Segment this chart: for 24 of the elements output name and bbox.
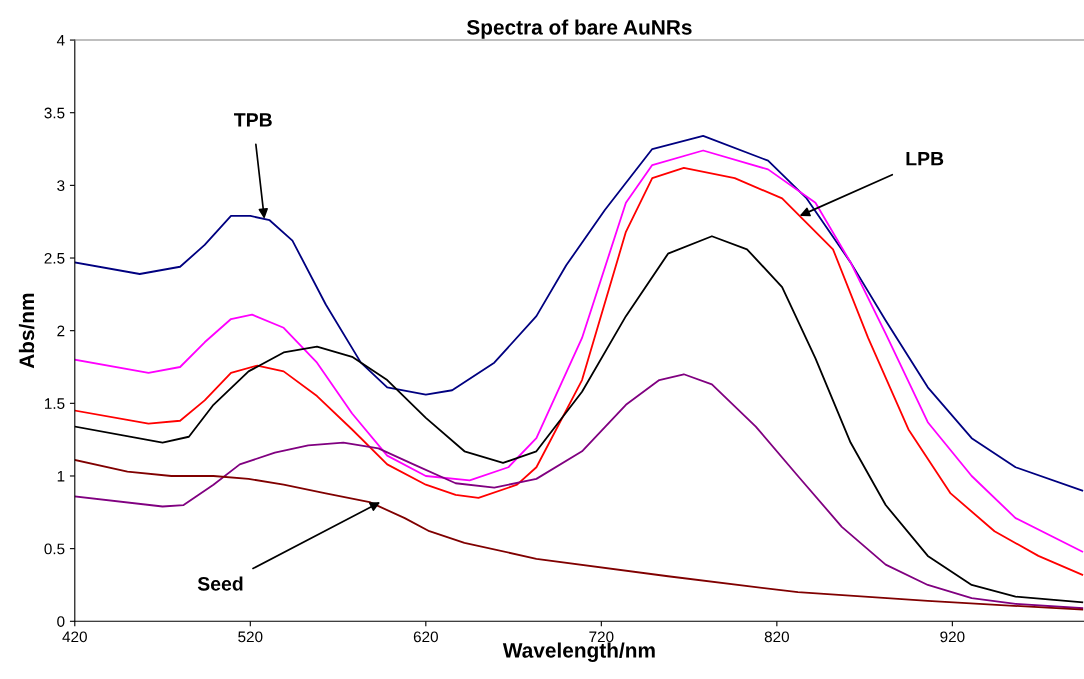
chart-title: Spectra of bare AuNRs: [466, 19, 692, 39]
y-tick-label: 3.5: [44, 107, 65, 119]
y-tick-label: 4: [56, 35, 65, 46]
line-series: [74, 373, 1084, 610]
x-tick-label: 820: [764, 631, 789, 643]
line-series: [74, 459, 1084, 611]
annotation: Seed: [197, 576, 243, 591]
annotation: TPB: [234, 113, 272, 127]
x-tick-label: 620: [413, 631, 438, 643]
x-axis-title: Wavelength/nm: [502, 642, 655, 662]
y-axis-title: Abs/nm: [18, 293, 35, 369]
y-tick-label: 2.5: [44, 252, 65, 264]
y-tick-label: 0.5: [44, 543, 65, 555]
y-tick-label: 1: [57, 471, 65, 482]
y-tick-label: 0: [57, 616, 65, 627]
x-tick-label: 420: [62, 631, 87, 643]
x-tick-label: 520: [238, 631, 263, 643]
y-tick-label: 2: [57, 325, 65, 337]
x-tick-label: 920: [940, 631, 965, 643]
line-series: [74, 135, 1084, 492]
y-tick-label: 1.5: [45, 398, 65, 410]
x-tick-label: 720: [589, 631, 614, 643]
y-tick-label: 3: [57, 180, 65, 192]
annotation: LPB: [906, 151, 944, 166]
